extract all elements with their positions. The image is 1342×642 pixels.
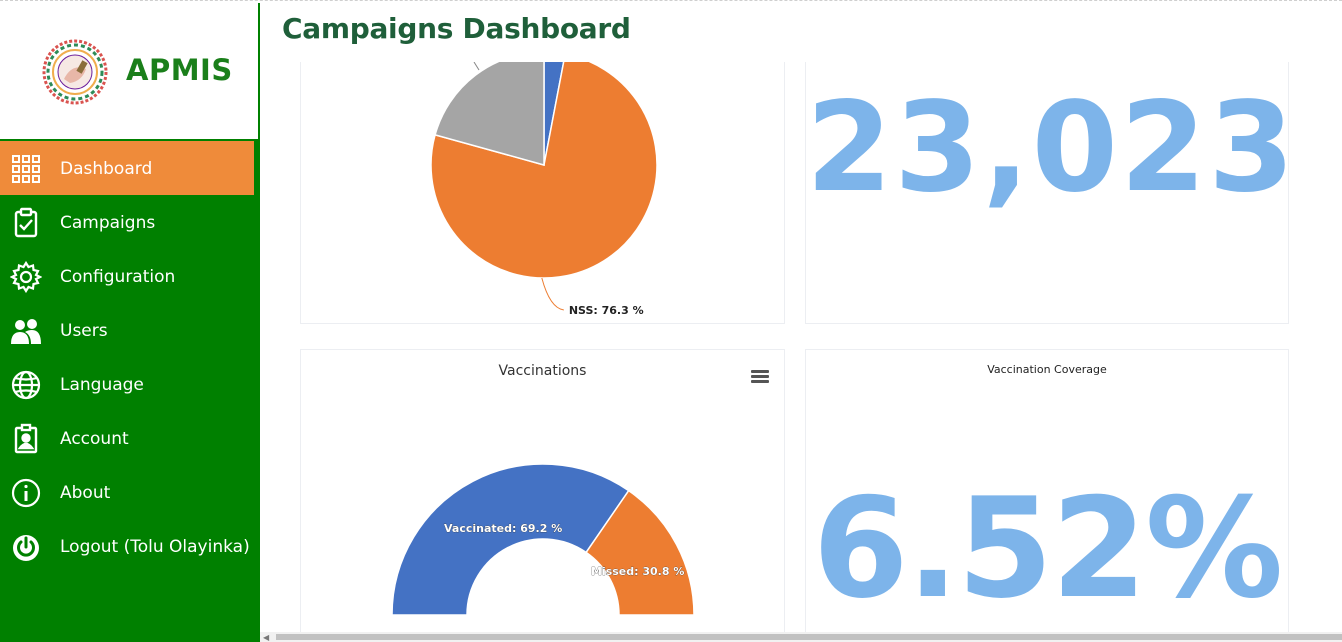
sidebar-item-label: Users: [60, 321, 108, 341]
sidebar-item-campaigns[interactable]: Campaigns: [0, 195, 260, 249]
sidebar-item-logout[interactable]: Logout (Tolu Olayinka): [0, 519, 260, 573]
grid-icon: [12, 155, 40, 183]
sidebar-item-about[interactable]: About: [0, 465, 260, 519]
sidebar-item-label: Logout (Tolu Olayinka): [60, 537, 250, 557]
horizontal-scrollbar[interactable]: ◀: [260, 632, 1342, 642]
sidebar-item-label: Language: [60, 375, 144, 395]
scroll-left-arrow-icon[interactable]: ◀: [263, 633, 270, 642]
pie-slice-2[interactable]: [434, 62, 545, 166]
coverage-title: Vaccination Coverage: [987, 363, 1107, 376]
sidebar-item-users[interactable]: Users: [0, 303, 260, 357]
total-number-card: 23,023: [805, 62, 1297, 324]
brand[interactable]: APMIS: [0, 3, 258, 139]
pie-chart-card: NSS: 76.3 %: [300, 62, 785, 324]
gear-icon: [10, 261, 42, 293]
vaccinations-card: Vaccinations Vaccinated: 69.2 % Missed: 3…: [300, 349, 785, 642]
clipboard-check-icon: [14, 207, 38, 238]
scrollbar-thumb[interactable]: [276, 634, 1342, 640]
sidebar-item-label: Campaigns: [60, 213, 156, 233]
sidebar-item-dashboard[interactable]: Dashboard: [0, 141, 254, 195]
sidebar-item-configuration[interactable]: Configuration: [0, 249, 260, 303]
top-border: [0, 0, 1342, 3]
apmis-logo-icon: [42, 39, 108, 105]
globe-icon: [11, 370, 41, 400]
users-icon: [11, 319, 41, 344]
donut-data-label: Missed: 30.8 %: [591, 565, 684, 578]
donut-slice-missed[interactable]: [585, 489, 695, 616]
chart-menu-icon[interactable]: [751, 370, 769, 384]
sidebar-item-language[interactable]: Language: [0, 357, 260, 411]
sidebar-item-label: Configuration: [60, 267, 176, 287]
vaccinations-title: Vaccinations: [498, 363, 587, 379]
sidebar-item-label: Account: [60, 429, 129, 449]
sidebar-nav: Dashboard Campaigns Configuration User: [0, 141, 260, 573]
pie-slice-nss[interactable]: [430, 62, 658, 279]
donut-data-label: Vaccinated: 69.2 %: [444, 522, 562, 535]
donut-slice-vaccinated[interactable]: [391, 463, 630, 616]
page-title: Campaigns Dashboard: [282, 12, 631, 45]
pie-label-connector: [541, 277, 564, 311]
vaccinations-donut-chart: Vaccinated: 69.2 % Missed: 30.8 %: [391, 463, 695, 616]
sidebar: APMIS Dashboard Campaigns Configurat: [0, 3, 260, 642]
info-icon: [11, 478, 41, 508]
pie-label-connector: [473, 62, 480, 71]
sidebar-item-label: About: [60, 483, 111, 503]
coverage-value: 6.52%: [812, 468, 1284, 629]
total-number-value: 23,023: [806, 76, 1297, 220]
coverage-card: Vaccination Coverage 6.52%: [805, 349, 1289, 642]
brand-name: APMIS: [126, 53, 233, 87]
pie-data-label: NSS: 76.3 %: [569, 304, 644, 317]
sidebar-item-account[interactable]: Account: [0, 411, 260, 465]
id-badge-icon: [14, 423, 38, 454]
pie-chart: NSS: 76.3 %: [430, 62, 658, 317]
sidebar-item-label: Dashboard: [60, 159, 153, 179]
power-icon: [13, 535, 39, 561]
